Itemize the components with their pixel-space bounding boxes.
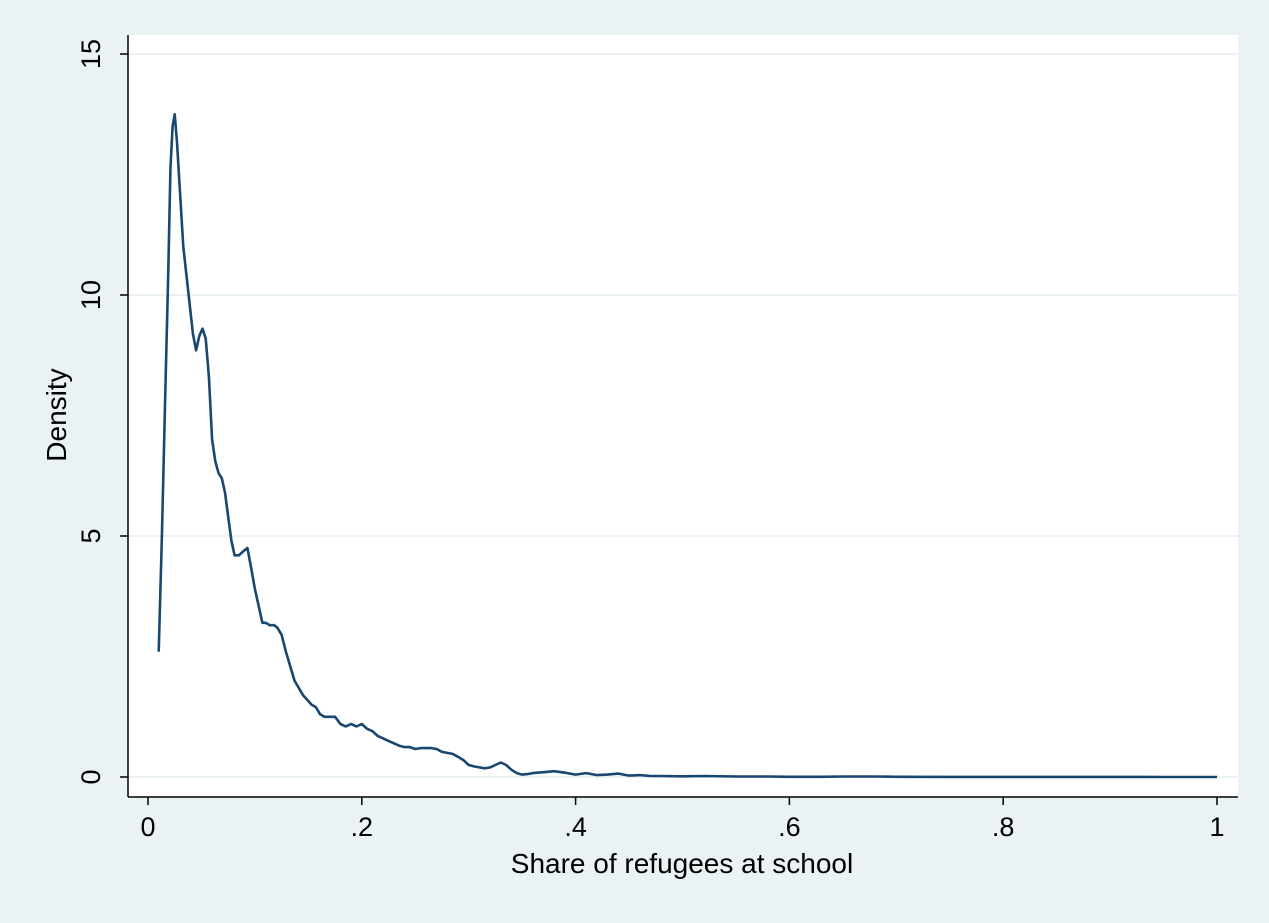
x-tick-label: .4 [564,812,587,842]
y-tick-label: 15 [76,39,106,69]
x-tick-label: .2 [351,812,374,842]
x-tick-label: 0 [140,812,155,842]
y-tick-label: 10 [76,280,106,310]
x-axis-ticks: 0 .2 .4 .6 .8 1 [140,797,1225,842]
y-axis-title: Density [41,368,72,461]
y-tick-label: 0 [76,769,106,784]
y-axis-ticks: 0 5 10 15 [76,39,128,785]
x-tick-label: 1 [1209,812,1224,842]
x-tick-label: .6 [778,812,801,842]
density-curve [157,113,1217,779]
x-tick-label: .8 [992,812,1015,842]
plot-area [128,35,1238,797]
x-axis-title: Share of refugees at school [511,848,853,879]
y-tick-label: 5 [76,528,106,543]
axes [127,35,1238,798]
